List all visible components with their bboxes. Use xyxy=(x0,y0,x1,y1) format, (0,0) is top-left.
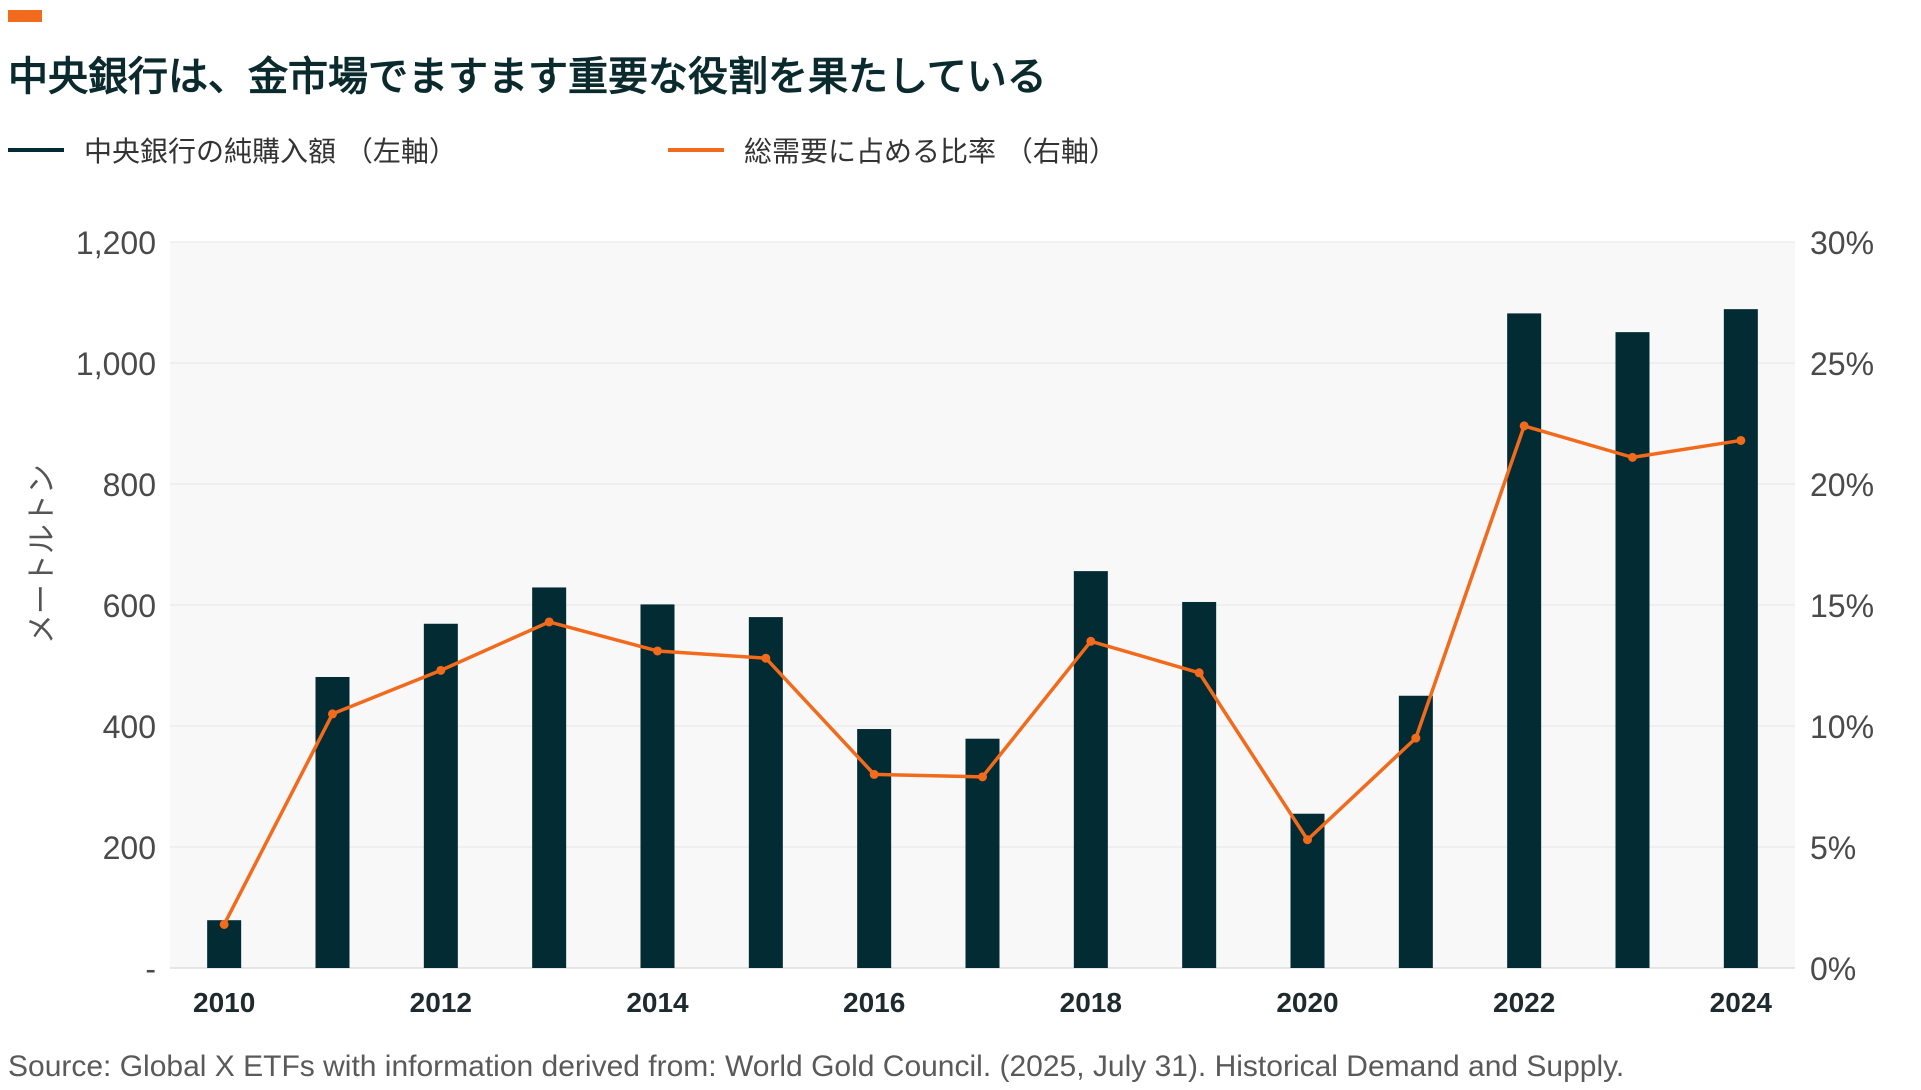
bar xyxy=(857,729,892,968)
legend-label-bars: 中央銀行の純購入額 （左軸） xyxy=(84,135,457,168)
y2-tick-label: 15% xyxy=(1810,588,1874,624)
line-point xyxy=(1194,668,1204,678)
y-tick-label: 400 xyxy=(103,709,156,745)
line-point xyxy=(653,646,662,656)
source-note: Source: Global X ETFs with information d… xyxy=(8,1050,1625,1083)
y-tick-label: 1,000 xyxy=(76,346,156,382)
x-tick-label: 2012 xyxy=(410,987,472,1018)
chart-title: 中央銀行は、金市場でますます重要な役割を果たしている xyxy=(8,54,1047,100)
bar xyxy=(423,623,458,968)
bar xyxy=(1073,571,1108,968)
y-tick-label: 800 xyxy=(103,467,156,503)
x-tick-label: 2024 xyxy=(1710,987,1773,1018)
legend-label-line: 総需要に占める比率 （右軸） xyxy=(744,135,1117,168)
y-axis-title: メートルトン xyxy=(25,464,60,644)
y2-tick-label: 20% xyxy=(1810,467,1874,503)
y2-tick-label: 30% xyxy=(1810,225,1874,261)
x-tick-label: 2016 xyxy=(843,987,905,1018)
legend-item-line: 総需要に占める比率 （右軸） xyxy=(668,130,1117,170)
bar xyxy=(532,587,567,968)
line-point xyxy=(869,769,879,779)
line-point xyxy=(328,709,337,719)
x-tick-label: 2020 xyxy=(1276,987,1338,1018)
line-point xyxy=(436,665,446,675)
legend-item-bars: 中央銀行の純購入額 （左軸） xyxy=(8,130,457,170)
brand-accent-tag xyxy=(8,10,42,22)
x-tick-label: 2010 xyxy=(193,987,255,1018)
line-point xyxy=(978,772,987,782)
legend-swatch-line xyxy=(668,148,724,152)
bar xyxy=(315,676,350,968)
y2-tick-label: 5% xyxy=(1810,830,1856,866)
line-point xyxy=(1086,636,1096,646)
legend-swatch-bars xyxy=(8,148,64,152)
line-point xyxy=(219,919,229,929)
y-tick-label: 1,200 xyxy=(76,225,156,261)
bar xyxy=(1615,332,1650,968)
y2-tick-label: 25% xyxy=(1810,346,1874,382)
line-point xyxy=(1736,435,1746,445)
y-tick-label: 600 xyxy=(103,588,156,624)
bar xyxy=(748,617,783,968)
line-point xyxy=(544,617,554,627)
y-tick-label: 200 xyxy=(103,830,156,866)
x-tick-label: 2018 xyxy=(1060,987,1122,1018)
bar xyxy=(1182,601,1217,968)
bar xyxy=(1507,313,1542,968)
bar xyxy=(1723,309,1758,968)
line-point xyxy=(1303,835,1312,845)
y2-tick-label: 10% xyxy=(1810,709,1874,745)
line-point xyxy=(1628,452,1637,462)
y2-tick-label: 0% xyxy=(1810,951,1856,987)
line-point xyxy=(1411,733,1421,743)
bar xyxy=(640,604,675,968)
line-point xyxy=(1519,421,1529,431)
legend: 中央銀行の純購入額 （左軸） 総需要に占める比率 （右軸） xyxy=(8,130,1208,170)
line-point xyxy=(761,653,771,663)
y-tick-label: - xyxy=(145,951,156,987)
x-tick-label: 2014 xyxy=(626,987,689,1018)
chart-area: - 200 400 600 800 1,000 1,200 0% 5% 10% 15% 20% 25% 3… xyxy=(25,225,1874,1018)
x-tick-label: 2022 xyxy=(1493,987,1555,1018)
